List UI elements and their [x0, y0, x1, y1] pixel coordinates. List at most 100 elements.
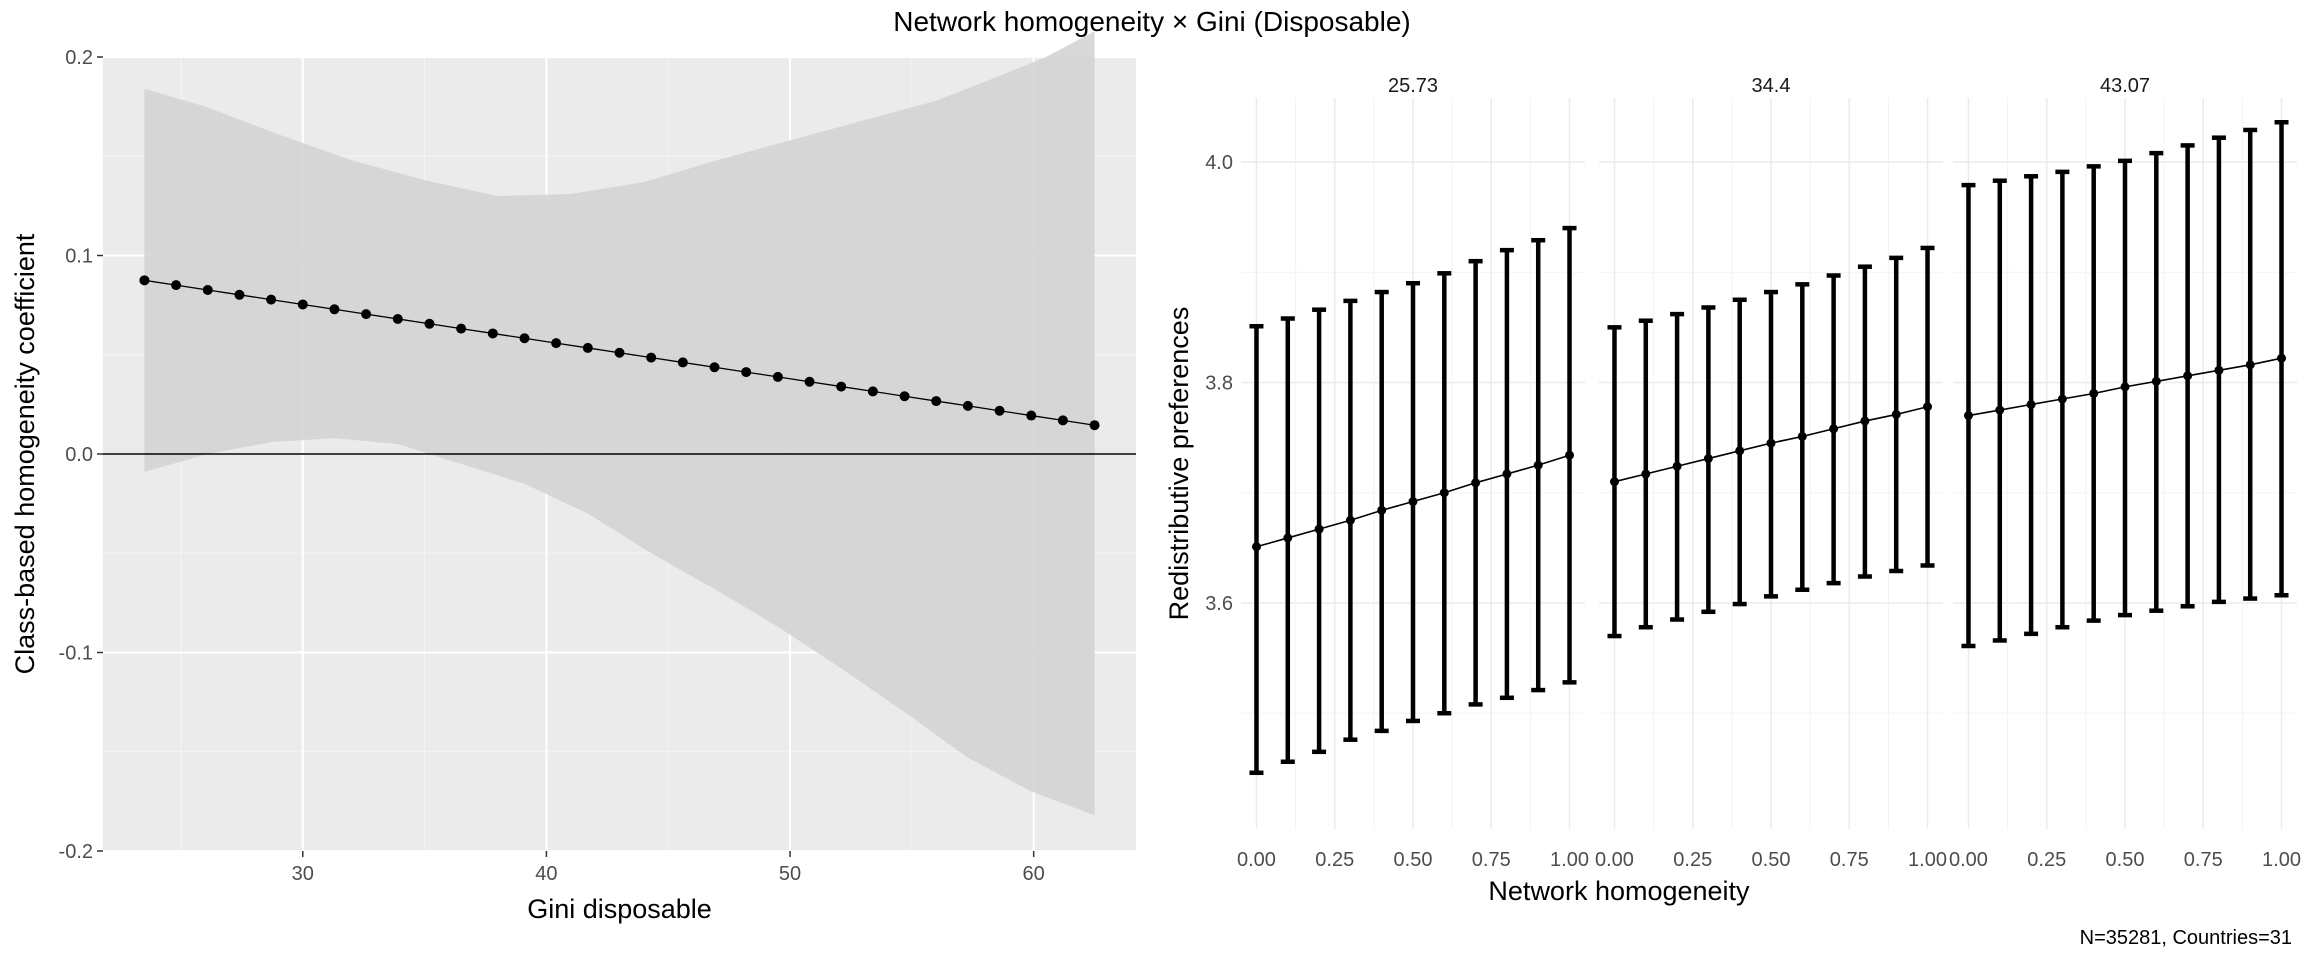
facet-panel: 43.07 0.00 0.25 0.50 0.75 1.00	[1949, 75, 2301, 871]
estimate-point	[899, 391, 910, 402]
x-tick-label: 30	[292, 863, 314, 885]
facet-strip-label: 34.4	[1752, 75, 1791, 97]
estimate-point	[1703, 454, 1713, 464]
x-tick-label: 0.75	[1472, 849, 1511, 871]
estimate-point	[2151, 376, 2161, 386]
facet-panel: 34.4 0.00 0.25 0.50 0.75 1.00	[1595, 75, 1947, 871]
y-tick-label: 0.0	[65, 444, 93, 466]
x-tick-label: 0.75	[1830, 849, 1869, 871]
estimate-point	[1995, 405, 2005, 415]
estimate-point	[994, 405, 1005, 416]
facet-panel: 25.73 0.00 0.25 0.50 0.75 1.00	[1237, 75, 1589, 871]
estimate-point	[1829, 424, 1839, 434]
estimate-point	[234, 289, 245, 300]
x-tick-label: 0.25	[1673, 849, 1712, 871]
facet-strip-label: 25.73	[1388, 75, 1438, 97]
x-tick-label: 0.00	[1595, 849, 1634, 871]
estimate-point	[1565, 450, 1575, 460]
estimate-point	[614, 347, 625, 358]
estimate-point	[1089, 420, 1100, 431]
estimate-point	[2183, 371, 2193, 381]
estimate-point	[772, 371, 783, 382]
figure-caption: N=35281, Countries=31	[2079, 927, 2292, 949]
estimate-point	[361, 309, 372, 320]
estimate-point	[1408, 497, 1418, 507]
x-tick-label: 0.00	[1237, 849, 1276, 871]
x-tick-label: 1.00	[2262, 849, 2301, 871]
estimate-point	[1057, 415, 1068, 426]
x-tick-label: 0.50	[1394, 849, 1433, 871]
estimate-point	[804, 376, 815, 387]
y-tick-label: 0.1	[65, 246, 93, 268]
x-tick-label: 0.25	[1315, 849, 1354, 871]
x-tick-label: 0.75	[2184, 849, 2223, 871]
estimate-point	[709, 362, 720, 373]
estimate-point	[2214, 365, 2224, 375]
estimate-point	[1345, 515, 1355, 525]
estimate-point	[1923, 402, 1933, 412]
x-tick-label: 0.50	[2106, 849, 2145, 871]
estimate-point	[1251, 542, 1261, 552]
y-tick-label: 4.0	[1205, 152, 1233, 174]
estimate-point	[582, 342, 593, 353]
estimate-point	[2026, 400, 2036, 410]
estimate-point	[2057, 394, 2067, 404]
figure-title: Network homogeneity × Gini (Disposable)	[893, 6, 1411, 37]
x-tick-label: 40	[535, 863, 557, 885]
x-tick-label: 0.00	[1949, 849, 1988, 871]
estimate-point	[1672, 461, 1682, 471]
estimate-point	[931, 396, 942, 407]
estimate-point	[424, 318, 435, 329]
estimate-point	[139, 275, 150, 286]
estimate-point	[646, 352, 657, 363]
estimate-point	[1766, 438, 1776, 448]
estimate-point	[2277, 353, 2287, 363]
estimate-point	[1860, 416, 1870, 426]
estimate-point	[1471, 478, 1481, 488]
estimate-point	[266, 294, 277, 305]
y-tick-label: 3.6	[1205, 593, 1233, 615]
y-tick-label: -0.1	[59, 643, 93, 665]
confidence-ribbon	[144, 31, 1095, 816]
right-faceted-plot: 25.73 0.00 0.25 0.50 0.75 1.00 34.4 0.00 0.25 0.5…	[1164, 75, 2301, 906]
estimate-point	[2245, 360, 2255, 370]
estimate-point	[1797, 431, 1807, 441]
estimate-point	[456, 323, 467, 334]
estimate-point	[836, 381, 847, 392]
x-tick-label: 0.25	[2027, 849, 2066, 871]
estimate-point	[519, 333, 530, 344]
estimate-point	[962, 400, 973, 411]
estimate-point	[1377, 505, 1387, 515]
estimate-point	[1533, 460, 1543, 470]
estimate-point	[677, 357, 688, 368]
y-tick-label: 3.8	[1205, 372, 1233, 394]
estimate-point	[1502, 469, 1512, 479]
estimate-point	[1609, 477, 1619, 487]
y-axis-title: Class-based homogeneity coefficient	[10, 233, 40, 674]
estimate-point	[551, 338, 562, 349]
y-tick-label: 0.2	[65, 47, 93, 69]
x-axis-title: Gini disposable	[527, 894, 712, 924]
estimate-point	[741, 367, 752, 378]
estimate-point	[1963, 411, 1973, 421]
facet-strip-label: 43.07	[2100, 75, 2150, 97]
x-tick-label: 60	[1023, 863, 1045, 885]
estimate-point	[1735, 446, 1745, 456]
estimate-point	[1891, 409, 1901, 419]
y-axis-title: Redistributive preferences	[1164, 307, 1194, 621]
x-tick-label: 1.00	[1908, 849, 1947, 871]
x-tick-label: 0.50	[1752, 849, 1791, 871]
estimate-point	[392, 313, 403, 324]
left-plot-panel: -0.2 -0.1 0.0 0.1 0.2 30 40 50 60 Gini disposable…	[10, 31, 1136, 924]
estimate-point	[1026, 410, 1037, 421]
estimate-point	[867, 386, 878, 397]
estimate-point	[1641, 469, 1651, 479]
x-tick-label: 50	[779, 863, 801, 885]
estimate-point	[487, 328, 498, 339]
x-tick-label: 1.00	[1550, 849, 1589, 871]
estimate-point	[297, 299, 308, 310]
estimate-point	[202, 284, 213, 295]
estimate-point	[171, 280, 182, 291]
estimate-point	[2089, 388, 2099, 398]
